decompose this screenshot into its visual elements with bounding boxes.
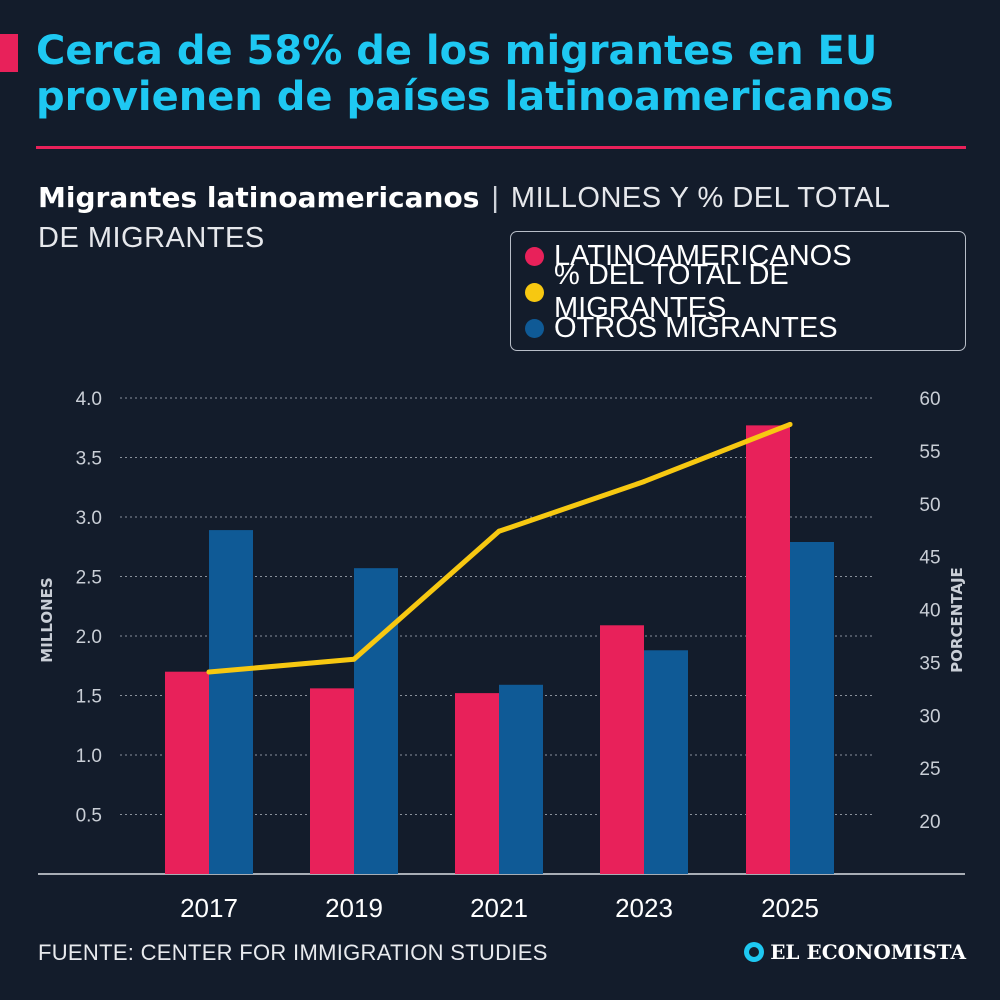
y-tick-label-right: 20 (919, 812, 940, 833)
y-tick-label-right: 25 (919, 759, 940, 780)
y-tick-label-right: 40 (919, 601, 940, 622)
y-tick-label-left: 1.5 (76, 687, 102, 708)
point-porcentaje (641, 479, 647, 485)
legend-swatch-latinoamericanos (525, 246, 544, 266)
y-tick-label-right: 30 (919, 706, 940, 727)
x-tick-label: 2023 (615, 893, 673, 923)
y-tick-label-left: 2.0 (76, 627, 102, 648)
title-divider (36, 146, 966, 149)
y-tick-label-right: 60 (919, 389, 940, 410)
title-accent-bar (0, 34, 18, 72)
y-tick-label-left: 0.5 (76, 806, 102, 827)
bar-latinoamericanos (600, 625, 644, 874)
y-tick-label-right: 50 (919, 495, 940, 516)
subtitle-separator: | (491, 182, 499, 214)
legend-item-latinoamericanos: LATINOAMERICANOS (525, 238, 965, 274)
title-line-2: provienen de países latinoamericanos (36, 74, 894, 120)
chart-subtitle: Migrantes latinoamericanos | MILLONES Y % … (38, 178, 918, 258)
logo-text: EL ECONOMISTA (770, 940, 966, 964)
chart-legend: LATINOAMERICANOS % DEL TOTAL DE MIGRANTE… (510, 231, 966, 351)
x-tick-label: 2017 (180, 893, 238, 923)
page-title: Cerca de 58% de los migrantes en EU prov… (36, 28, 986, 120)
point-porcentaje (206, 669, 212, 675)
y-tick-label-left: 4.0 (76, 389, 102, 410)
y-axis-title-left: MILLONES (38, 577, 56, 662)
bar-otros-migrantes (354, 568, 398, 874)
legend-label-porcentaje: % DEL TOTAL DE MIGRANTES (554, 259, 789, 324)
bar-otros-migrantes (790, 541, 834, 874)
legend-swatch-otros (525, 318, 544, 338)
x-tick-label: 2019 (325, 893, 383, 923)
y-axis-title-right: PORCENTAJE (948, 567, 966, 673)
legend-item-otros: OTROS MIGRANTES (525, 310, 965, 346)
bar-otros-migrantes (499, 684, 543, 874)
title-line-1: Cerca de 58% de los migrantes en EU (36, 28, 878, 74)
x-tick-label: 2021 (470, 893, 528, 923)
publisher-logo: EL ECONOMISTA (744, 940, 966, 964)
point-porcentaje (496, 528, 502, 534)
point-porcentaje (351, 656, 357, 662)
combo-chart: 4.0 3.5 3.0 2.5 2.0 1.5 1.0 0.5 60 55 50 45 40 35 30 25… (38, 389, 966, 923)
y-tick-label-right: 55 (919, 442, 940, 463)
bar-latinoamericanos (310, 688, 354, 874)
y-tick-label-left: 3.0 (76, 508, 102, 529)
source-note: FUENTE: CENTER FOR IMMIGRATION STUDIES (38, 940, 548, 965)
subtitle-units: MILLONES Y % DEL TOTAL DE MIGRANTES (38, 182, 890, 254)
x-tick-label: 2025 (761, 893, 819, 923)
legend-item-porcentaje: % DEL TOTAL DE MIGRANTES (525, 259, 965, 324)
bar-latinoamericanos (746, 425, 790, 874)
y-tick-label-left: 1.0 (76, 746, 102, 767)
bar-otros-migrantes (644, 650, 688, 874)
line-porcentaje (206, 421, 793, 675)
bar-latinoamericanos (165, 671, 209, 874)
legend-swatch-porcentaje (525, 282, 544, 302)
logo-mark-icon (744, 942, 765, 962)
legend-label-latinoamericanos: LATINOAMERICANOS (554, 239, 852, 272)
point-porcentaje (787, 421, 793, 427)
y-tick-label-right: 35 (919, 653, 940, 674)
y-tick-label-right: 45 (919, 548, 940, 569)
legend-label-otros: OTROS MIGRANTES (554, 311, 838, 344)
bar-otros-migrantes (209, 530, 253, 874)
subtitle-bold: Migrantes latinoamericanos (38, 181, 480, 214)
y-tick-label-left: 2.5 (76, 568, 102, 589)
y-tick-label-left: 3.5 (76, 449, 102, 470)
bar-latinoamericanos (455, 693, 499, 874)
